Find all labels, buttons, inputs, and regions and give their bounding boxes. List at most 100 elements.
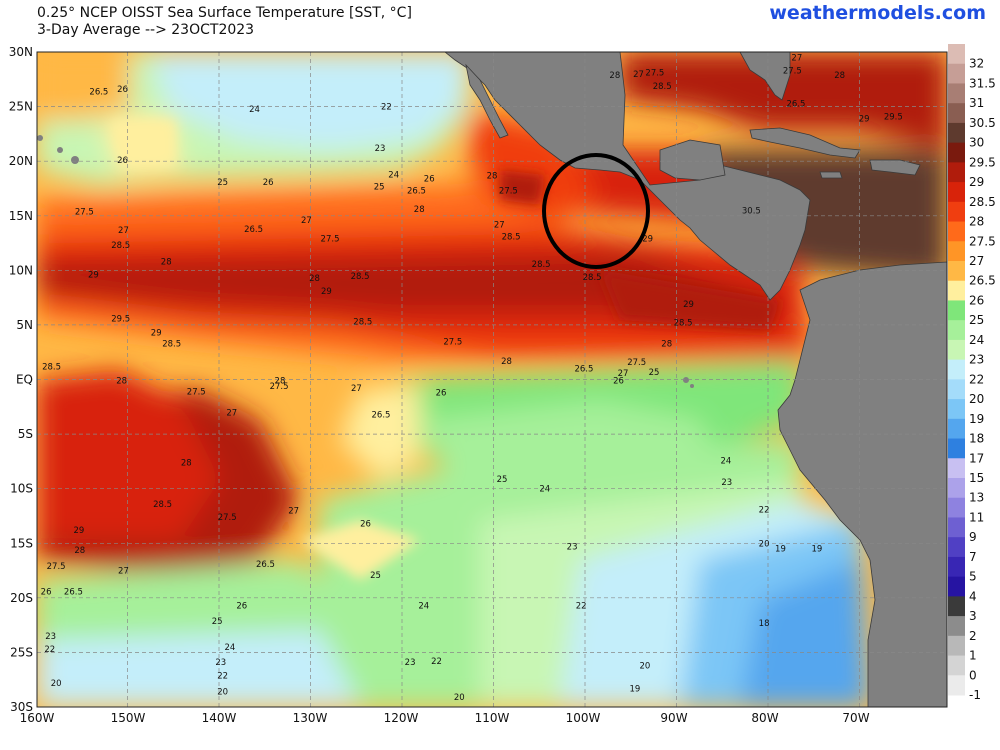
- legend-label: 13: [969, 491, 984, 505]
- lon-tick-label: 130W: [293, 711, 328, 725]
- contour-label: 25: [212, 617, 223, 627]
- lon-tick-label: 150W: [111, 711, 146, 725]
- lon-tick-label: 80W: [751, 711, 778, 725]
- contour-label: 27: [791, 53, 802, 63]
- contour-label: 27: [226, 408, 237, 418]
- contour-label: 28.5: [353, 318, 372, 328]
- land: [37, 52, 947, 707]
- contour-label: 27: [633, 70, 644, 80]
- contour-label: 28.5: [653, 82, 672, 92]
- lon-tick-label: 120W: [384, 711, 419, 725]
- legend-swatch: [948, 438, 965, 459]
- legend-swatch: [948, 399, 965, 420]
- contour-label: 23: [405, 658, 416, 668]
- legend-swatch: [948, 261, 965, 282]
- contour-label: 23: [215, 658, 226, 668]
- contour-label: 28: [275, 377, 286, 387]
- lon-tick-label: 160W: [20, 711, 55, 725]
- contour-label: 28: [834, 71, 845, 81]
- contour-label: 27.5: [47, 562, 66, 572]
- legend-swatch: [948, 320, 965, 341]
- contour-label: 28: [501, 357, 512, 367]
- contour-label: 20: [217, 688, 228, 698]
- contour-label: 28: [414, 205, 425, 215]
- contour-label: 23: [721, 478, 732, 488]
- contour-label: 28: [609, 71, 620, 81]
- lat-tick-label: 15S: [10, 536, 33, 550]
- legend-label: 25: [969, 313, 984, 327]
- contour-label: 30.5: [742, 206, 761, 216]
- legend-label: 20: [969, 392, 984, 406]
- legend-swatch: [948, 182, 965, 203]
- lon-tick-label: 100W: [566, 711, 601, 725]
- map-subtitle: 3-Day Average --> 23OCT2023: [37, 22, 255, 38]
- contour-label: 22: [431, 657, 442, 667]
- contour-label: 27: [288, 507, 299, 517]
- contour-label: 27: [118, 567, 129, 577]
- contour-label: 20: [759, 539, 770, 549]
- legend-swatch: [948, 596, 965, 617]
- legend-label: 31.5: [969, 76, 996, 90]
- contour-label: 26.5: [786, 99, 805, 109]
- legend-swatch: [948, 675, 965, 696]
- legend-label: 27: [969, 254, 984, 268]
- legend-swatch: [948, 83, 965, 104]
- contour-label: 28.5: [583, 273, 602, 283]
- contour-label: 25: [497, 475, 508, 485]
- legend-label: 26.5: [969, 274, 996, 288]
- contour-label: 24: [388, 170, 399, 180]
- lon-tick-label: 140W: [202, 711, 237, 725]
- legend-swatch: [948, 339, 965, 361]
- contour-label: 29: [683, 300, 694, 310]
- lat-tick-label: 25N: [9, 100, 33, 114]
- lat-tick-label: 15N: [9, 209, 33, 223]
- legend-label: 23: [969, 353, 984, 367]
- lat-tick-label: 5N: [16, 318, 33, 332]
- contour-label: 29: [151, 329, 162, 339]
- lat-tick-label: 20N: [9, 154, 33, 168]
- legend-label: 18: [969, 432, 984, 446]
- lon-tick-label: 70W: [842, 711, 869, 725]
- contour-label: 26: [117, 85, 128, 95]
- lat-tick-label: 25S: [10, 645, 33, 659]
- legend-swatch: [948, 497, 965, 518]
- contour-label: 28: [161, 258, 172, 268]
- legend-label: 19: [969, 412, 984, 426]
- contour-label: 23: [45, 632, 56, 642]
- legend-label: 24: [969, 333, 984, 347]
- contour-label: 20: [51, 679, 62, 689]
- brand-link[interactable]: weathermodels.com: [769, 2, 986, 24]
- lat-tick-label: 30S: [10, 700, 33, 714]
- contour-label: 27.5: [187, 388, 206, 398]
- contour-label: 29.5: [884, 112, 903, 122]
- legend-swatch: [948, 418, 965, 440]
- contour-label: 28.5: [42, 362, 61, 372]
- contour-label: 26: [236, 601, 247, 611]
- contour-label: 20: [454, 693, 465, 703]
- legend-swatch: [948, 44, 965, 65]
- contour-label: 27.5: [75, 207, 94, 217]
- lon-tick-label: 90W: [660, 711, 687, 725]
- contour-label: 27.5: [443, 337, 462, 347]
- contour-label: 24: [720, 456, 731, 466]
- contour-label: 26.5: [244, 225, 263, 235]
- lon-tick-label: 110W: [475, 711, 510, 725]
- contour-label: 27.5: [218, 513, 237, 523]
- lat-tick-label: 30N: [9, 45, 33, 59]
- legend-label: 2: [969, 629, 977, 643]
- legend-swatch: [948, 616, 965, 637]
- contour-label: 28: [487, 171, 498, 181]
- legend-label: 32: [969, 57, 984, 71]
- contour-label: 28.5: [153, 500, 172, 510]
- graticule: [37, 52, 947, 707]
- contour-label: 26: [424, 175, 435, 185]
- legend-swatch: [948, 221, 965, 242]
- legend-swatch: [948, 142, 965, 163]
- legend-label: 28: [969, 215, 984, 229]
- contour-label: 27.5: [783, 67, 802, 77]
- legend-swatch: [948, 517, 965, 538]
- contour-label: 27.5: [270, 382, 289, 392]
- contour-label: 23: [375, 144, 386, 154]
- contour-label: 27: [351, 384, 362, 394]
